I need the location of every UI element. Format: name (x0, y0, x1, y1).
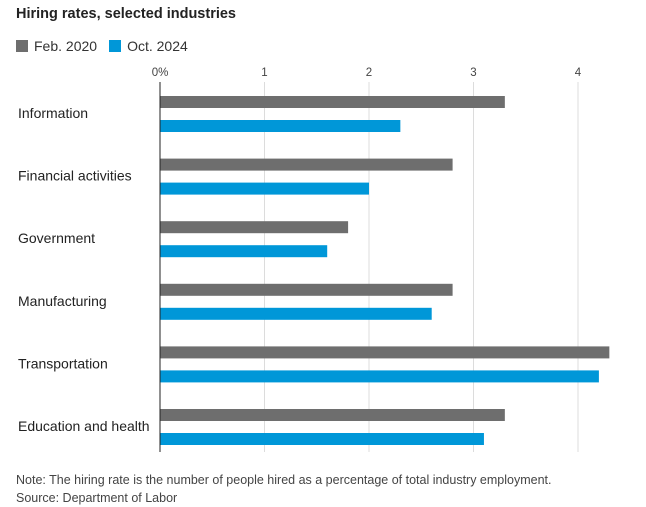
bar-oct-2024 (160, 120, 401, 132)
x-tick-label: 1 (261, 67, 267, 79)
bar-oct-2024 (160, 245, 328, 258)
bar-feb-2020 (160, 346, 610, 359)
note-text: Note: The hiring rate is the number of p… (16, 473, 552, 487)
legend: Feb. 2020 Oct. 2024 (16, 38, 200, 54)
bar-feb-2020 (160, 283, 453, 296)
legend-label-feb-2020: Feb. 2020 (34, 38, 98, 54)
bar-feb-2020 (160, 409, 505, 421)
x-tick-label: 4 (575, 67, 582, 79)
category-label: Transportation (18, 355, 108, 371)
chart-footnote: Note: The hiring rate is the number of p… (16, 471, 552, 507)
legend-item-feb-2020: Feb. 2020 (16, 38, 97, 54)
bar-oct-2024 (160, 307, 432, 320)
source-text: Source: Department of Labor (16, 491, 178, 505)
bar-feb-2020 (160, 158, 453, 171)
bar-chart: 0% 1 2 3 4 Information Financial activities Gov… (18, 67, 610, 452)
category-label: Financial activities (18, 168, 132, 184)
x-tick-label: 3 (470, 67, 476, 79)
bar-oct-2024 (160, 433, 484, 445)
chart-title: Hiring rates, selected industries (16, 6, 236, 22)
bar-feb-2020 (160, 221, 349, 234)
legend-label-oct-2024: Oct. 2024 (127, 38, 188, 54)
legend-swatch-feb-2020 (16, 40, 28, 52)
bar-oct-2024 (160, 182, 369, 195)
category-label: Government (18, 230, 95, 246)
legend-swatch-oct-2024 (109, 40, 122, 52)
x-tick-label: 2 (366, 67, 372, 79)
category-label: Manufacturing (18, 293, 107, 309)
bar-oct-2024 (160, 370, 599, 383)
category-label: Information (18, 105, 88, 121)
x-tick-label: 0% (152, 67, 169, 79)
legend-item-oct-2024: Oct. 2024 (109, 38, 188, 54)
bar-feb-2020 (160, 96, 505, 108)
category-label: Education and health (18, 418, 150, 434)
